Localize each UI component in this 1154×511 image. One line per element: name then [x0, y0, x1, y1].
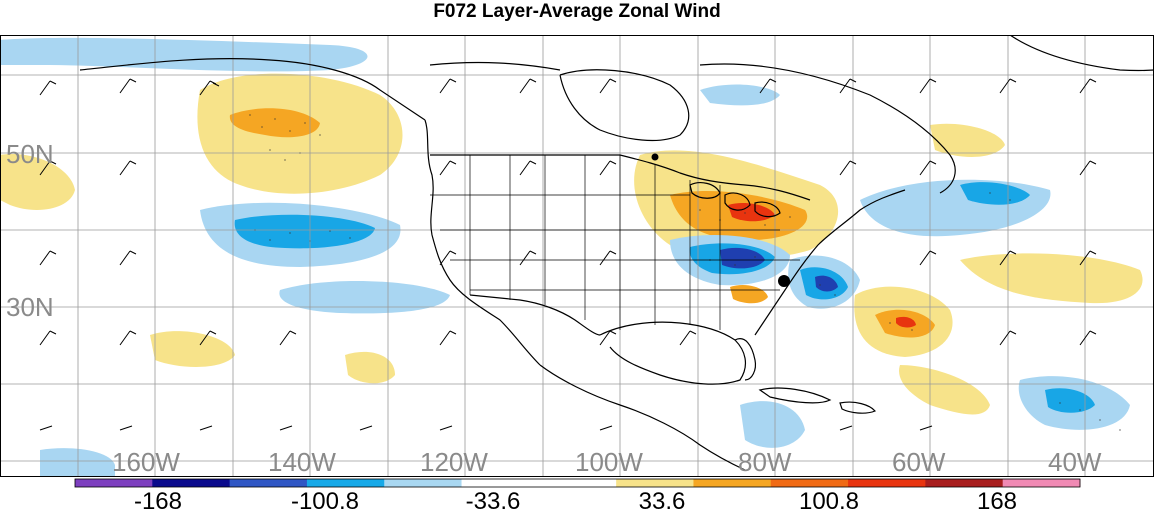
colorbar-label-neg33: -33.6 — [466, 488, 521, 511]
us-canada-border — [430, 154, 811, 201]
lat-label-30n: 30N — [6, 292, 54, 322]
colorbar-frame — [74, 478, 1081, 488]
wind-barbs — [39, 78, 1097, 431]
colorbar-swatch — [616, 479, 694, 487]
colorbar-swatch — [461, 479, 540, 487]
florida — [734, 338, 757, 381]
mexico-central-america — [539, 364, 746, 471]
colorbar-swatch — [770, 479, 849, 487]
shaded-wind-regions — [0, 37, 1143, 477]
lon-label-120w: 120W — [420, 447, 488, 477]
weather-map: 50N 30N 160W 140W 120W 100W 80W 60W 40W — [0, 35, 1154, 477]
colorbar-swatch — [848, 479, 926, 487]
positive-core-carolinas — [730, 285, 768, 304]
colorbar-swatch — [693, 479, 772, 487]
stippling — [249, 114, 1121, 431]
positive-region-pacific-sw — [150, 331, 235, 367]
graticule — [0, 35, 1154, 477]
lon-label-140w: 140W — [268, 447, 336, 477]
colorbar-swatch — [306, 479, 385, 487]
colorbar-swatch — [538, 479, 617, 487]
positive-region-east-atlantic — [960, 253, 1143, 304]
negative-region-subtropical-pacific — [279, 280, 450, 314]
negative-region-labrador — [700, 84, 780, 106]
alaska-coastline — [79, 58, 426, 121]
colorbar-label-neg100: -100.8 — [291, 488, 359, 511]
positive-core-alaska — [229, 108, 320, 138]
colorbar-legend: -168 -100.8 -33.6 33.6 100.8 168 — [74, 478, 1081, 511]
lat-label-50n: 50N — [6, 139, 54, 169]
longitude-labels: 160W 140W 120W 100W 80W 60W 40W — [112, 447, 1102, 477]
lon-label-160w: 160W — [112, 447, 180, 477]
negative-region-north — [0, 37, 368, 72]
positive-peak-atlantic — [896, 316, 916, 328]
colorbar-swatch — [925, 479, 1004, 487]
negative-region-sw-corner — [40, 448, 115, 477]
positive-region-west-coast — [0, 154, 75, 210]
coastlines-and-borders — [79, 35, 1154, 471]
colorbar-swatches — [75, 479, 1081, 487]
negative-peak-offshore — [815, 275, 838, 292]
colorbar-swatch — [75, 479, 153, 487]
negative-core-nova-scotia — [960, 182, 1030, 205]
colorbar-label-neg168: -168 — [134, 488, 182, 511]
west-coast — [424, 119, 541, 366]
positive-region-hudson — [930, 123, 1005, 157]
colorbar-label-100: 100.8 — [799, 488, 859, 511]
positive-peak-great-lakes — [728, 203, 775, 222]
colorbar-swatch — [1002, 479, 1081, 487]
negative-peak-southeast — [720, 247, 765, 269]
negative-region-caribbean-south — [740, 401, 805, 448]
us-mexico-border — [469, 294, 601, 336]
canada-arctic — [429, 61, 956, 194]
lon-label-80w: 80W — [738, 447, 792, 477]
latitude-labels: 50N 30N — [6, 139, 54, 322]
lon-label-60w: 60W — [892, 447, 946, 477]
colorbar-swatch — [384, 479, 463, 487]
station-marker-superior — [651, 153, 659, 161]
lon-label-40w: 40W — [1048, 447, 1102, 477]
hudson-bay — [559, 69, 690, 142]
hispaniola — [839, 401, 876, 414]
colorbar-swatch — [152, 479, 231, 487]
negative-core-east-trop — [1045, 388, 1095, 413]
station-marker-atlantic — [778, 275, 790, 287]
positive-region-caribbean — [899, 365, 990, 415]
east-coast — [754, 189, 906, 336]
station-markers — [651, 153, 790, 287]
positive-region-mexico — [345, 351, 395, 384]
figure-title: F072 Layer-Average Zonal Wind — [433, 1, 721, 22]
colorbar-swatch — [229, 479, 308, 487]
colorbar-label-33: 33.6 — [639, 488, 686, 511]
colorbar-label-168: 168 — [977, 488, 1017, 511]
greenland-edge — [1009, 35, 1154, 72]
lon-label-100w: 100W — [575, 447, 643, 477]
gulf-coast — [599, 321, 747, 385]
state-borders — [430, 155, 800, 330]
cuba — [758, 387, 832, 404]
